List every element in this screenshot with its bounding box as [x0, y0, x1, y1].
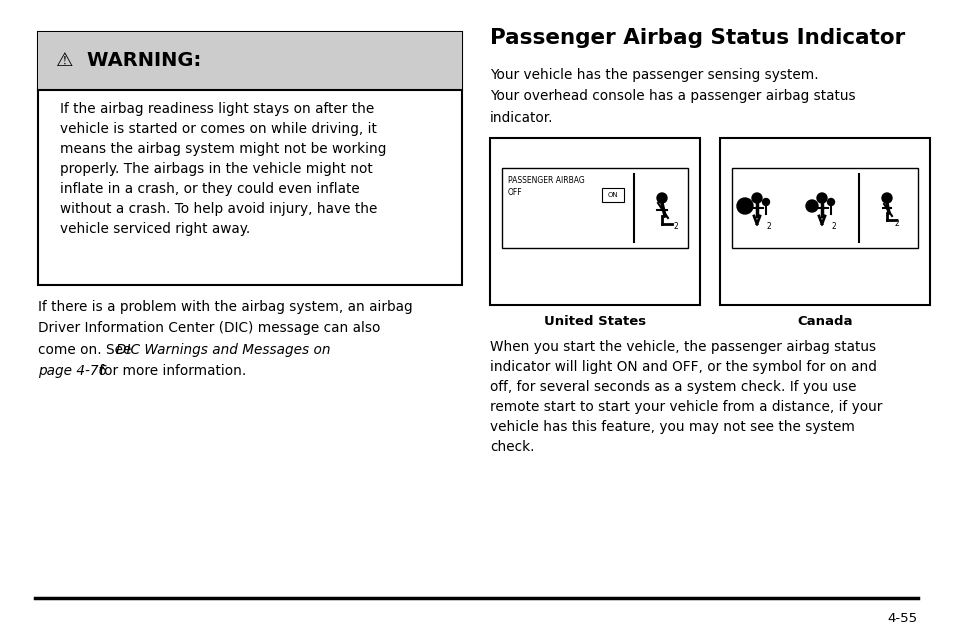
Text: DIC Warnings and Messages on: DIC Warnings and Messages on [116, 343, 330, 357]
Text: 2: 2 [894, 219, 899, 228]
Text: United States: United States [543, 315, 645, 328]
Text: Passenger Airbag Status Indicator: Passenger Airbag Status Indicator [490, 28, 904, 48]
Circle shape [816, 193, 826, 203]
Text: 2: 2 [766, 222, 771, 231]
Bar [501, 168, 687, 248]
Bar [38, 32, 461, 90]
Text: 2: 2 [673, 222, 678, 231]
Text: ON: ON [607, 192, 618, 198]
Bar [490, 138, 700, 305]
Text: Driver Information Center (DIC) message can also: Driver Information Center (DIC) message … [38, 322, 380, 335]
Text: Your overhead console has a passenger airbag status: Your overhead console has a passenger ai… [490, 89, 855, 103]
Bar [601, 188, 623, 202]
Text: Your vehicle has the passenger sensing system.: Your vehicle has the passenger sensing s… [490, 68, 818, 82]
Text: ⚠  WARNING:: ⚠ WARNING: [56, 52, 201, 71]
Circle shape [761, 198, 769, 205]
Circle shape [657, 193, 666, 203]
Bar [38, 32, 461, 285]
Text: page 4-76: page 4-76 [38, 364, 107, 378]
Text: 4-55: 4-55 [887, 612, 917, 625]
Circle shape [751, 193, 761, 203]
Text: OFF: OFF [507, 188, 522, 197]
Text: Canada: Canada [797, 315, 852, 328]
Circle shape [805, 200, 817, 212]
Text: indicator.: indicator. [490, 110, 553, 124]
Circle shape [826, 198, 834, 205]
Text: for more information.: for more information. [95, 364, 246, 378]
Text: If there is a problem with the airbag system, an airbag: If there is a problem with the airbag sy… [38, 300, 413, 314]
Text: 2: 2 [831, 222, 836, 231]
Bar [731, 168, 917, 248]
Text: When you start the vehicle, the passenger airbag status
indicator will light ON : When you start the vehicle, the passenge… [490, 340, 882, 454]
Text: PASSENGER AIRBAG: PASSENGER AIRBAG [507, 176, 584, 185]
Text: If the airbag readiness light stays on after the
vehicle is started or comes on : If the airbag readiness light stays on a… [60, 102, 386, 236]
Text: come on. See: come on. See [38, 343, 135, 357]
Circle shape [737, 198, 752, 214]
Circle shape [882, 193, 891, 203]
Bar [720, 138, 929, 305]
